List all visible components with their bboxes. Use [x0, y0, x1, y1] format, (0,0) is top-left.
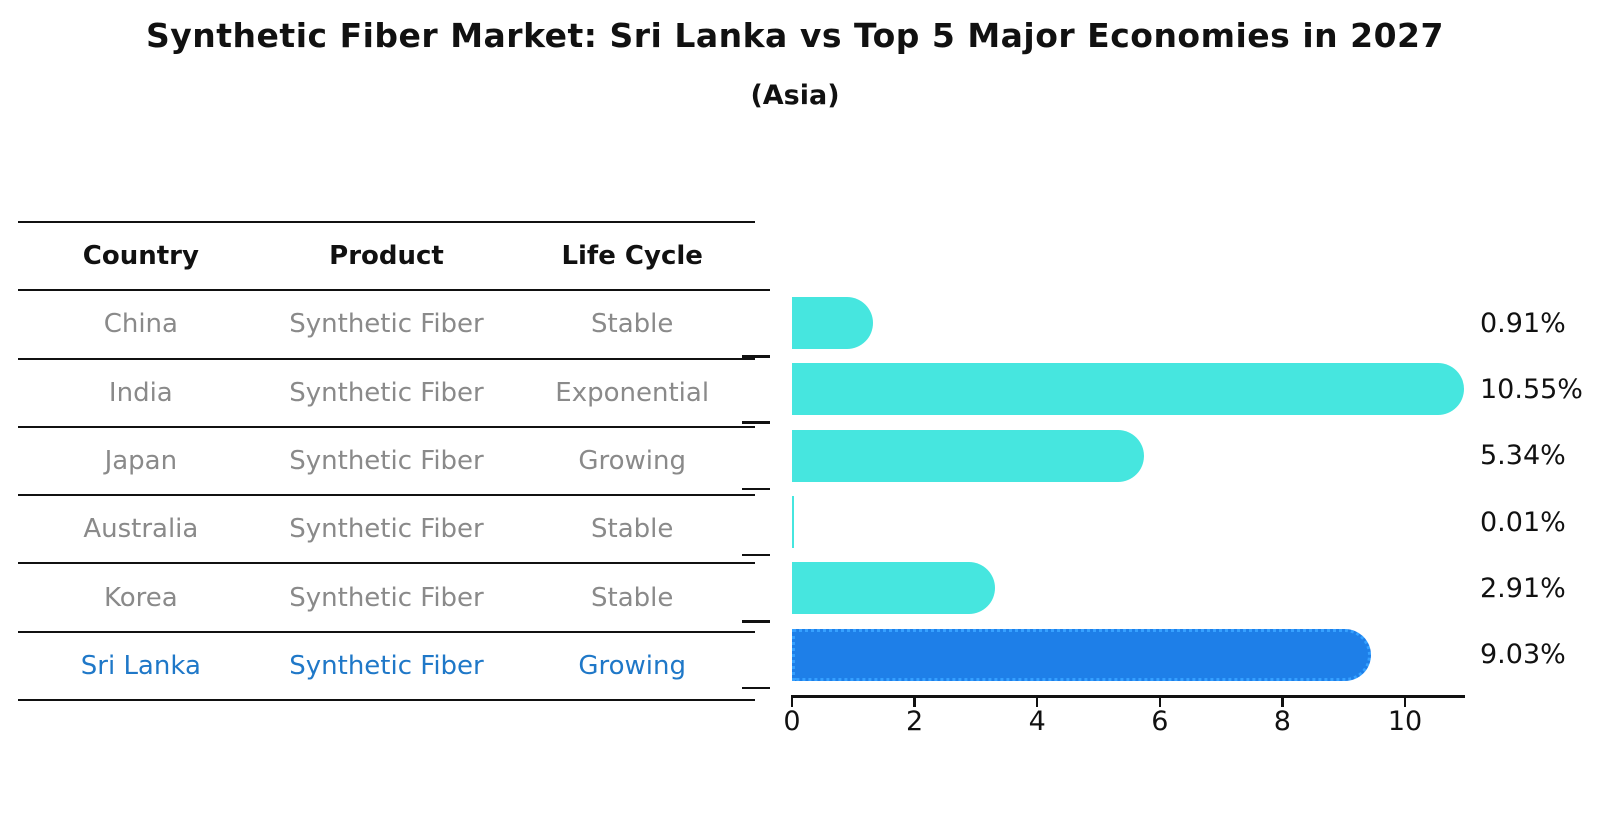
x-tick-label: 8 [1273, 706, 1291, 737]
table-header-row: Country Product Life Cycle [18, 223, 755, 292]
x-tick-label: 4 [1028, 706, 1046, 737]
product-cell: Synthetic Fiber [289, 446, 484, 477]
y-tick [742, 421, 770, 424]
x-tick [1281, 698, 1284, 707]
table-row-china: China Synthetic Fiber Stable [18, 291, 755, 360]
table-row-india: India Synthetic Fiber Exponential [18, 360, 755, 428]
y-tick [742, 355, 770, 358]
column-header-product: Product [329, 241, 444, 272]
country-cell: Sri Lanka [80, 650, 201, 681]
value-label-india: 10.55% [1480, 373, 1583, 405]
chart-subtitle: (Asia) [750, 80, 840, 111]
x-tick-label: 0 [783, 706, 801, 737]
y-tick [742, 620, 770, 623]
country-cell: Japan [104, 446, 178, 477]
bar-australia [792, 496, 794, 549]
country-table: Country Product Life Cycle China Synthet… [18, 221, 755, 702]
table-row-sri-lanka: Sri Lanka Synthetic Fiber Growing [18, 633, 755, 702]
product-cell: Synthetic Fiber [289, 377, 484, 408]
chart-title: Synthetic Fiber Market: Sri Lanka vs Top… [146, 16, 1444, 55]
product-cell: Synthetic Fiber [289, 309, 484, 340]
x-tick-label: 2 [906, 706, 924, 737]
country-cell: China [103, 309, 178, 340]
y-tick [742, 288, 770, 292]
value-label-japan: 5.34% [1480, 440, 1566, 472]
product-cell: Synthetic Fiber [289, 582, 484, 613]
value-label-sri-lanka: 9.03% [1480, 639, 1566, 671]
y-tick [742, 487, 770, 491]
table-row-japan: Japan Synthetic Fiber Growing [18, 428, 755, 497]
bar-china [792, 297, 873, 350]
table-row-korea: Korea Synthetic Fiber Stable [18, 564, 755, 633]
x-tick [1403, 698, 1407, 707]
product-cell: Synthetic Fiber [289, 514, 484, 545]
table-row-australia: Australia Synthetic Fiber Stable [18, 496, 755, 565]
value-label-australia: 0.01% [1480, 506, 1566, 538]
product-cell: Synthetic Fiber [289, 650, 484, 681]
x-axis-line [791, 695, 1466, 698]
lifecycle-cell: Growing [578, 446, 686, 477]
lifecycle-cell: Exponential [555, 377, 710, 408]
column-header-country: Country [82, 241, 199, 272]
x-tick [790, 698, 794, 707]
x-tick-label: 10 [1387, 706, 1423, 737]
value-label-korea: 2.91% [1480, 572, 1566, 604]
country-cell: Australia [83, 514, 199, 545]
bar-india [792, 363, 1464, 416]
lifecycle-cell: Stable [591, 514, 674, 545]
lifecycle-cell: Growing [578, 650, 686, 681]
x-tick [1158, 698, 1162, 707]
x-tick-label: 6 [1151, 706, 1169, 737]
x-tick [1035, 698, 1039, 707]
country-cell: India [108, 377, 173, 408]
y-tick [742, 686, 770, 690]
x-tick [913, 698, 916, 707]
country-cell: Korea [103, 582, 178, 613]
lifecycle-cell: Stable [591, 582, 674, 613]
bar-japan [792, 429, 1145, 482]
bar-korea [792, 562, 996, 615]
bar-sri-lanka [792, 628, 1371, 681]
column-header-lifecycle: Life Cycle [561, 241, 703, 272]
value-label-china: 0.91% [1480, 307, 1566, 339]
y-tick [742, 553, 770, 557]
lifecycle-cell: Stable [591, 309, 674, 340]
